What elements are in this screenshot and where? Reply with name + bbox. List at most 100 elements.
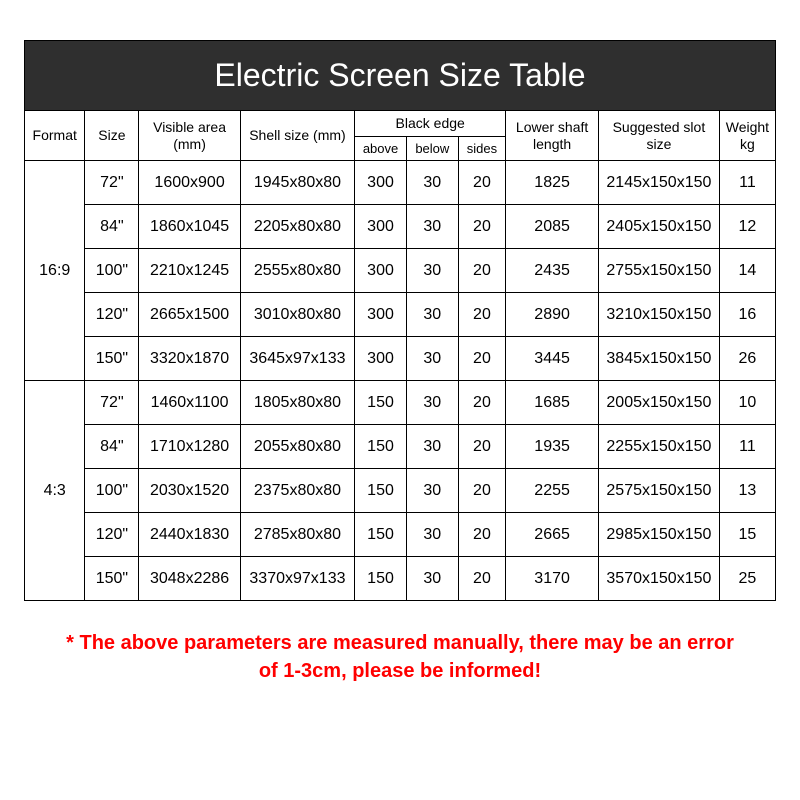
cell-shell-size: 3010x80x80 [240,293,354,337]
footnote: * The above parameters are measured manu… [24,629,776,685]
cell-suggested-slot: 2145x150x150 [598,161,719,205]
header-black-below: below [406,136,458,161]
cell-suggested-slot: 2755x150x150 [598,249,719,293]
cell-shell-size: 2785x80x80 [240,513,354,557]
cell-black-sides: 20 [458,337,506,381]
header-weight: Weight kg [719,111,775,161]
header-black-edge: Black edge [355,111,506,137]
table-row: 84"1710x12802055x80x80150302019352255x15… [25,425,776,469]
cell-visible-area: 1600x900 [139,161,240,205]
cell-weight: 16 [719,293,775,337]
header-suggested-slot: Suggested slot size [598,111,719,161]
cell-weight: 15 [719,513,775,557]
cell-weight: 14 [719,249,775,293]
cell-size: 120" [85,293,139,337]
cell-visible-area: 2030x1520 [139,469,240,513]
cell-black-above: 150 [355,557,407,601]
cell-black-above: 150 [355,513,407,557]
cell-black-below: 30 [406,205,458,249]
cell-size: 100" [85,469,139,513]
cell-lower-shaft: 3445 [506,337,599,381]
table-row: 100"2030x15202375x80x80150302022552575x1… [25,469,776,513]
cell-black-below: 30 [406,337,458,381]
cell-size: 84" [85,425,139,469]
cell-lower-shaft: 3170 [506,557,599,601]
cell-black-sides: 20 [458,161,506,205]
cell-size: 100" [85,249,139,293]
cell-size: 150" [85,337,139,381]
cell-black-above: 300 [355,293,407,337]
cell-visible-area: 1460x1100 [139,381,240,425]
table-row: 150"3048x22863370x97x133150302031703570x… [25,557,776,601]
cell-suggested-slot: 3570x150x150 [598,557,719,601]
cell-black-sides: 20 [458,293,506,337]
cell-suggested-slot: 3845x150x150 [598,337,719,381]
cell-black-below: 30 [406,381,458,425]
cell-weight: 11 [719,425,775,469]
cell-shell-size: 3370x97x133 [240,557,354,601]
table-row: 120"2440x18302785x80x80150302026652985x1… [25,513,776,557]
cell-suggested-slot: 3210x150x150 [598,293,719,337]
cell-black-above: 300 [355,249,407,293]
cell-black-sides: 20 [458,469,506,513]
cell-black-below: 30 [406,293,458,337]
cell-black-sides: 20 [458,205,506,249]
cell-shell-size: 2555x80x80 [240,249,354,293]
cell-black-above: 150 [355,381,407,425]
cell-lower-shaft: 2255 [506,469,599,513]
cell-suggested-slot: 2405x150x150 [598,205,719,249]
cell-weight: 25 [719,557,775,601]
cell-suggested-slot: 2255x150x150 [598,425,719,469]
cell-shell-size: 2055x80x80 [240,425,354,469]
cell-black-above: 300 [355,205,407,249]
cell-suggested-slot: 2575x150x150 [598,469,719,513]
cell-black-above: 300 [355,161,407,205]
cell-size: 72" [85,381,139,425]
cell-shell-size: 1805x80x80 [240,381,354,425]
cell-lower-shaft: 1935 [506,425,599,469]
cell-black-above: 150 [355,469,407,513]
cell-lower-shaft: 1685 [506,381,599,425]
cell-visible-area: 3048x2286 [139,557,240,601]
cell-black-sides: 20 [458,513,506,557]
header-black-above: above [355,136,407,161]
cell-black-sides: 20 [458,425,506,469]
cell-weight: 12 [719,205,775,249]
cell-shell-size: 1945x80x80 [240,161,354,205]
table-title: Electric Screen Size Table [24,40,776,110]
cell-shell-size: 2205x80x80 [240,205,354,249]
header-lower-shaft: Lower shaft length [506,111,599,161]
table-row: 120"2665x15003010x80x80300302028903210x1… [25,293,776,337]
cell-black-below: 30 [406,249,458,293]
cell-lower-shaft: 2665 [506,513,599,557]
cell-shell-size: 2375x80x80 [240,469,354,513]
table-body: 16:972"1600x9001945x80x80300302018252145… [25,161,776,601]
cell-black-below: 30 [406,513,458,557]
cell-visible-area: 1860x1045 [139,205,240,249]
cell-visible-area: 2440x1830 [139,513,240,557]
cell-size: 72" [85,161,139,205]
header-shell-size: Shell size (mm) [240,111,354,161]
cell-black-sides: 20 [458,381,506,425]
cell-visible-area: 3320x1870 [139,337,240,381]
cell-black-sides: 20 [458,249,506,293]
cell-weight: 10 [719,381,775,425]
cell-size: 120" [85,513,139,557]
cell-suggested-slot: 2005x150x150 [598,381,719,425]
table-row: 100"2210x12452555x80x80300302024352755x1… [25,249,776,293]
cell-weight: 11 [719,161,775,205]
header-size: Size [85,111,139,161]
cell-lower-shaft: 2435 [506,249,599,293]
header-format: Format [25,111,85,161]
table-row: 84"1860x10452205x80x80300302020852405x15… [25,205,776,249]
cell-black-above: 300 [355,337,407,381]
header-visible-area: Visible area (mm) [139,111,240,161]
cell-visible-area: 2210x1245 [139,249,240,293]
cell-black-above: 150 [355,425,407,469]
cell-black-below: 30 [406,161,458,205]
cell-black-sides: 20 [458,557,506,601]
cell-black-below: 30 [406,469,458,513]
table-row: 16:972"1600x9001945x80x80300302018252145… [25,161,776,205]
table-row: 4:372"1460x11001805x80x80150302016852005… [25,381,776,425]
screen-size-table: Format Size Visible area (mm) Shell size… [24,110,776,601]
